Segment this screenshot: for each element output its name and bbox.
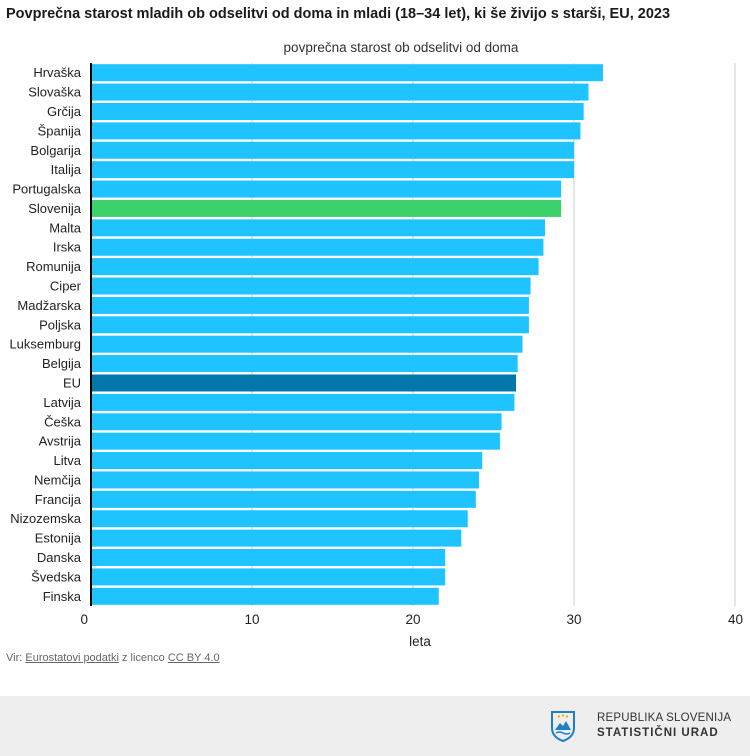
footer-bar: REPUBLIKA SLOVENIJA STATISTIČNI URAD xyxy=(0,696,750,756)
category-label: Estonija xyxy=(35,531,82,546)
bar-hrvaška xyxy=(91,64,603,82)
bar-češka xyxy=(91,413,502,431)
bar-avstrija xyxy=(91,432,500,450)
category-label: Latvija xyxy=(43,395,81,410)
category-label: Ciper xyxy=(50,279,82,294)
logo-text-republic: REPUBLIKA SLOVENIJA xyxy=(597,712,732,724)
category-label: Bolgarija xyxy=(30,143,81,158)
category-label: Madžarska xyxy=(17,298,81,313)
category-label: Romunija xyxy=(26,259,82,274)
category-label: Grčija xyxy=(47,104,82,119)
bar-malta xyxy=(91,219,546,237)
category-label: Nizozemska xyxy=(10,511,82,526)
sors-shield-icon xyxy=(551,711,575,742)
bar-nemčija xyxy=(91,471,480,489)
bar-estonija xyxy=(91,529,462,547)
category-label: Danska xyxy=(37,550,82,565)
bar-švedska xyxy=(91,568,446,586)
bar-eu xyxy=(91,374,517,392)
category-label: Hrvaška xyxy=(33,65,81,80)
category-label: Avstrija xyxy=(39,434,82,449)
source-note: Vir: Eurostatovi podatki z licenco CC BY… xyxy=(6,652,220,664)
bar-madžarska xyxy=(91,296,529,314)
series-title: povprečna starost ob odselitvi od doma xyxy=(284,40,519,55)
bar-romunija xyxy=(91,258,539,276)
category-label: Slovaška xyxy=(28,85,82,100)
category-label: Finska xyxy=(43,589,82,604)
source-prefix: Vir: xyxy=(6,652,26,664)
source-link-eurostat[interactable]: Eurostatovi podatki xyxy=(25,652,119,664)
category-label: Češka xyxy=(44,414,82,429)
source-middle: z licenco xyxy=(118,652,168,664)
bar-francija xyxy=(91,490,476,508)
bar-bolgarija xyxy=(91,141,574,159)
bar-finska xyxy=(91,587,439,605)
x-tick-label: 10 xyxy=(244,612,259,627)
bar-chart: povprečna starost ob odselitvi od doma Hr… xyxy=(9,40,743,649)
bar-ciper xyxy=(91,277,531,295)
category-label: Poljska xyxy=(39,317,82,332)
x-tick-label: 20 xyxy=(405,612,420,627)
category-label: Francija xyxy=(35,492,82,507)
category-label: Italija xyxy=(51,162,82,177)
category-label: Slovenija xyxy=(28,201,82,216)
x-axis-label: leta xyxy=(409,634,431,649)
bar-portugalska xyxy=(91,180,562,198)
category-label: EU xyxy=(63,375,81,390)
category-label: Nemčija xyxy=(34,472,82,487)
logo-text-office: STATISTIČNI URAD xyxy=(597,727,719,739)
bar-italija xyxy=(91,161,574,179)
source-link-license[interactable]: CC BY 4.0 xyxy=(167,652,220,664)
category-label: Švedska xyxy=(31,569,82,584)
chart-title: Povprečna starost mladih ob odselitvi od… xyxy=(6,6,671,22)
bar-litva xyxy=(91,452,483,470)
category-label: Irska xyxy=(53,240,82,255)
category-label: Luksemburg xyxy=(9,337,81,352)
bar-nizozemska xyxy=(91,510,468,528)
category-label: Portugalska xyxy=(12,182,81,197)
x-tick-label: 30 xyxy=(566,612,581,627)
category-label: Belgija xyxy=(42,356,82,371)
bar-belgija xyxy=(91,355,518,373)
category-label: Malta xyxy=(49,220,82,235)
category-label: Španija xyxy=(38,123,82,138)
bar-irska xyxy=(91,238,544,256)
bar-španija xyxy=(91,122,581,140)
bar-latvija xyxy=(91,393,515,411)
bar-poljska xyxy=(91,316,529,334)
bar-grčija xyxy=(91,102,584,120)
bar-luksemburg xyxy=(91,335,523,353)
category-label: Litva xyxy=(54,453,82,468)
bar-slovenija xyxy=(91,199,562,217)
x-tick-label: 0 xyxy=(80,612,88,627)
bar-slovaška xyxy=(91,83,589,101)
bar-danska xyxy=(91,549,446,567)
x-tick-label: 40 xyxy=(728,612,743,627)
